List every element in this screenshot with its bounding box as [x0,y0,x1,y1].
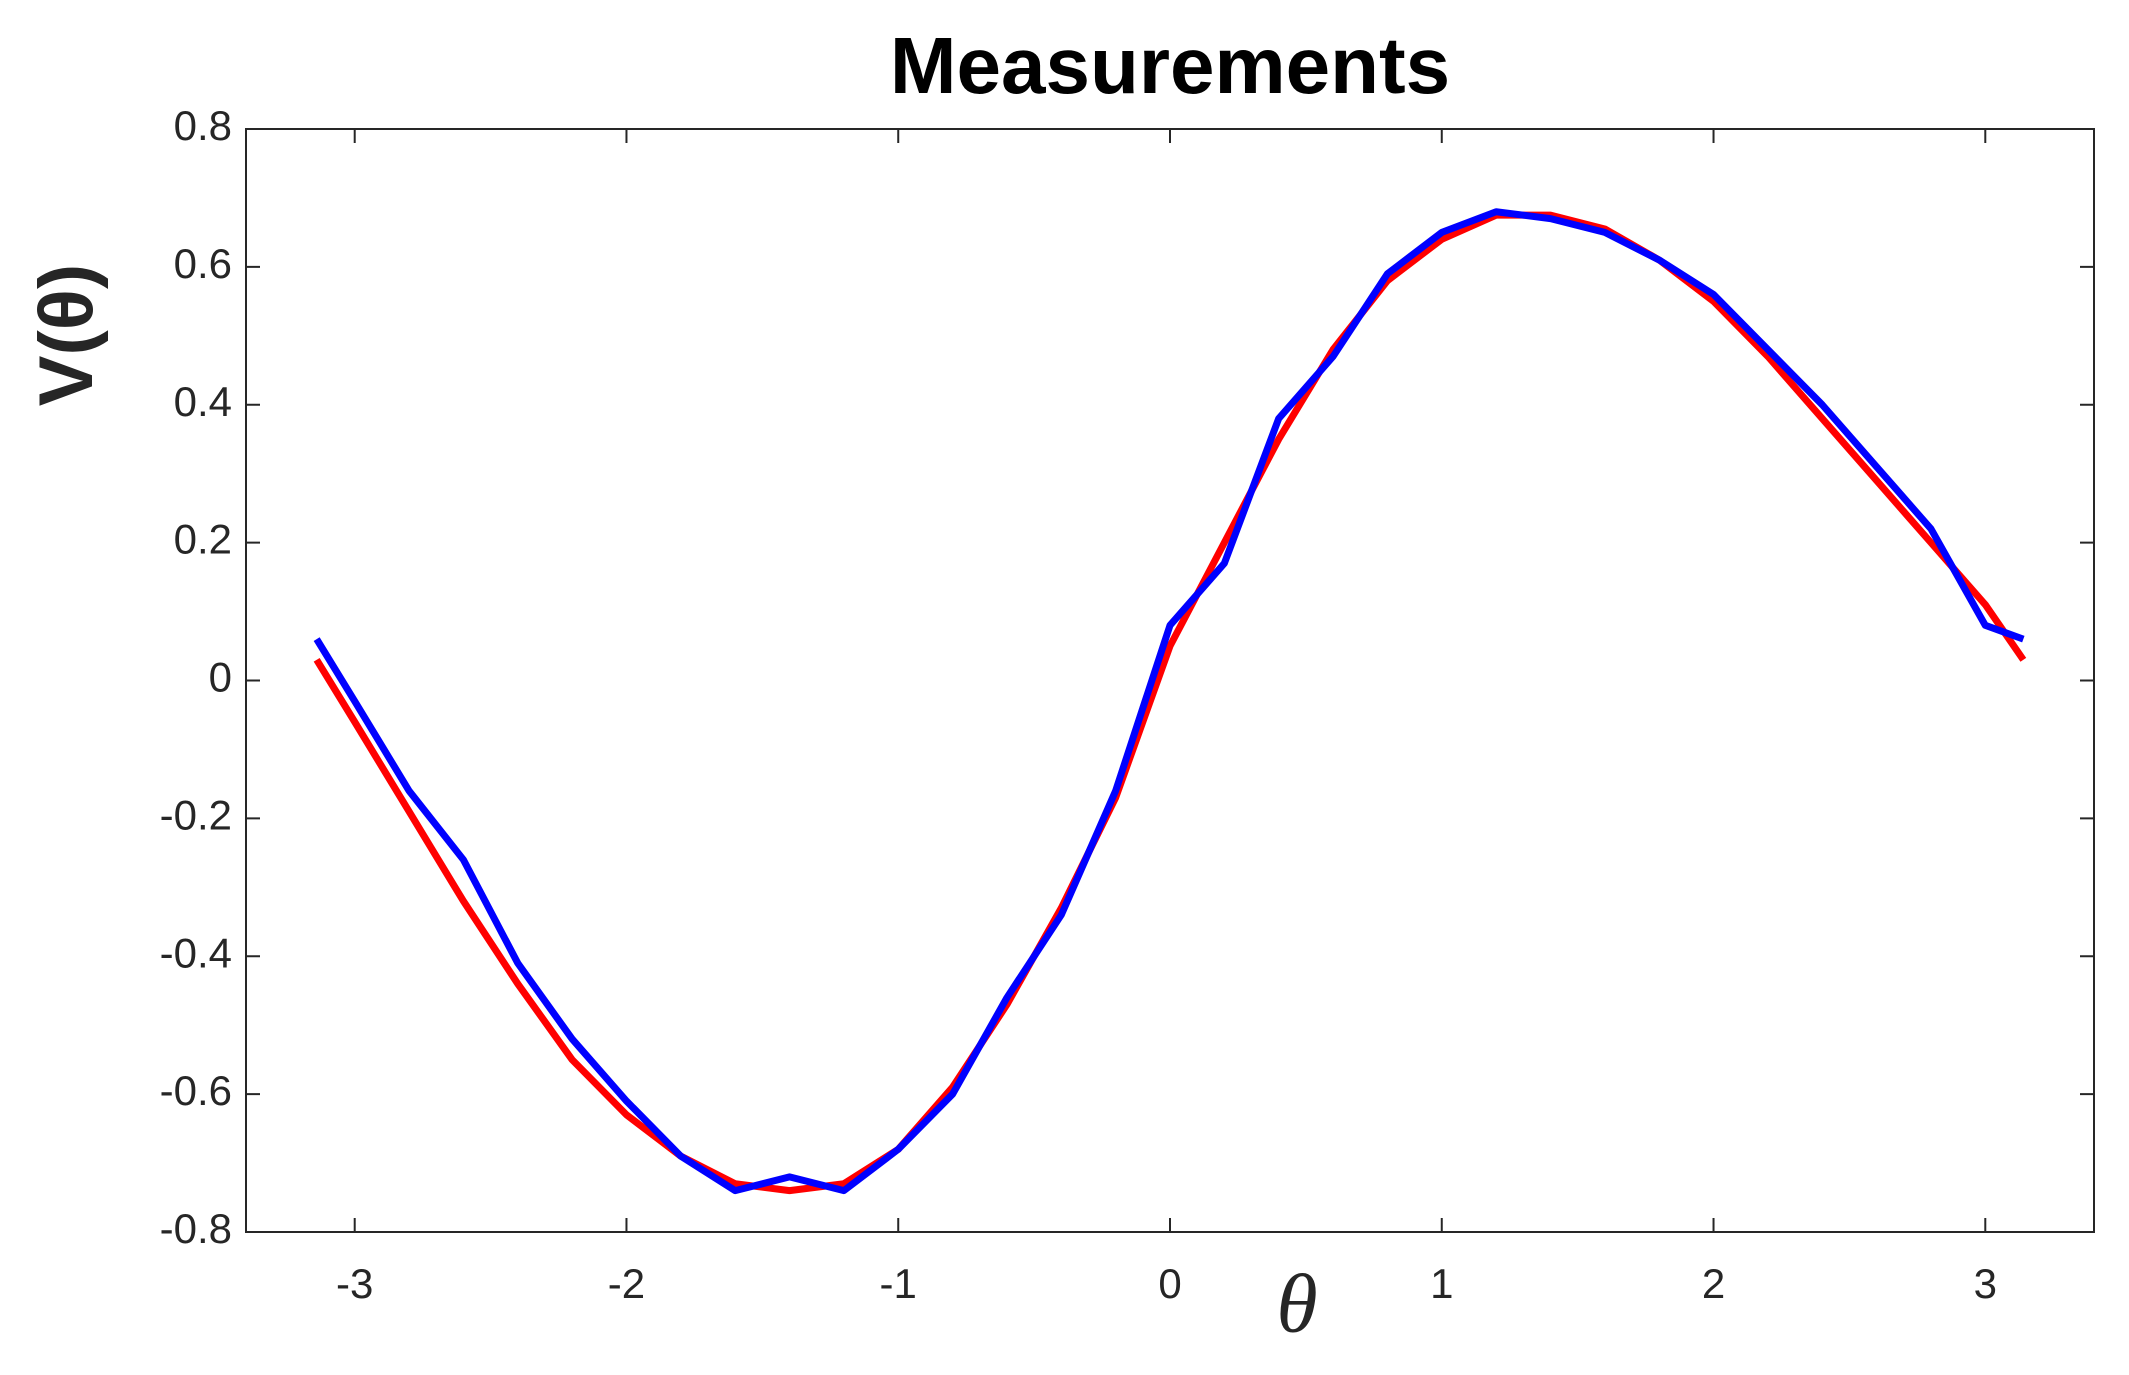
y-tick-label: -0.4 [160,929,232,976]
x-tick-label: 3 [1974,1260,1997,1307]
plot-frame [245,128,2095,1233]
x-tick-label: -1 [880,1260,917,1307]
y-tick-label: -0.2 [160,791,232,838]
y-tick-label: 0.8 [174,102,232,149]
x-axis-label: θ [1276,1257,1317,1350]
y-axis-label: V(θ) [24,264,109,406]
x-tick-label: 1 [1430,1260,1453,1307]
y-tick-label: 0.6 [174,240,232,287]
x-tick-label: -2 [608,1260,645,1307]
x-tick-label: -3 [336,1260,373,1307]
y-tick-label: 0 [209,654,232,701]
data-line [313,211,2027,1195]
x-tick-label: 0 [1158,1260,1181,1307]
chart-title: Measurements [890,21,1450,110]
y-tick-label: 0.4 [174,378,232,425]
data-line [313,208,2025,1195]
y-tick-label: -0.8 [160,1205,232,1252]
x-tick-label: 2 [1702,1260,1725,1307]
y-tick-label: -0.6 [160,1067,232,1114]
y-tick-label: 0.2 [174,516,232,563]
